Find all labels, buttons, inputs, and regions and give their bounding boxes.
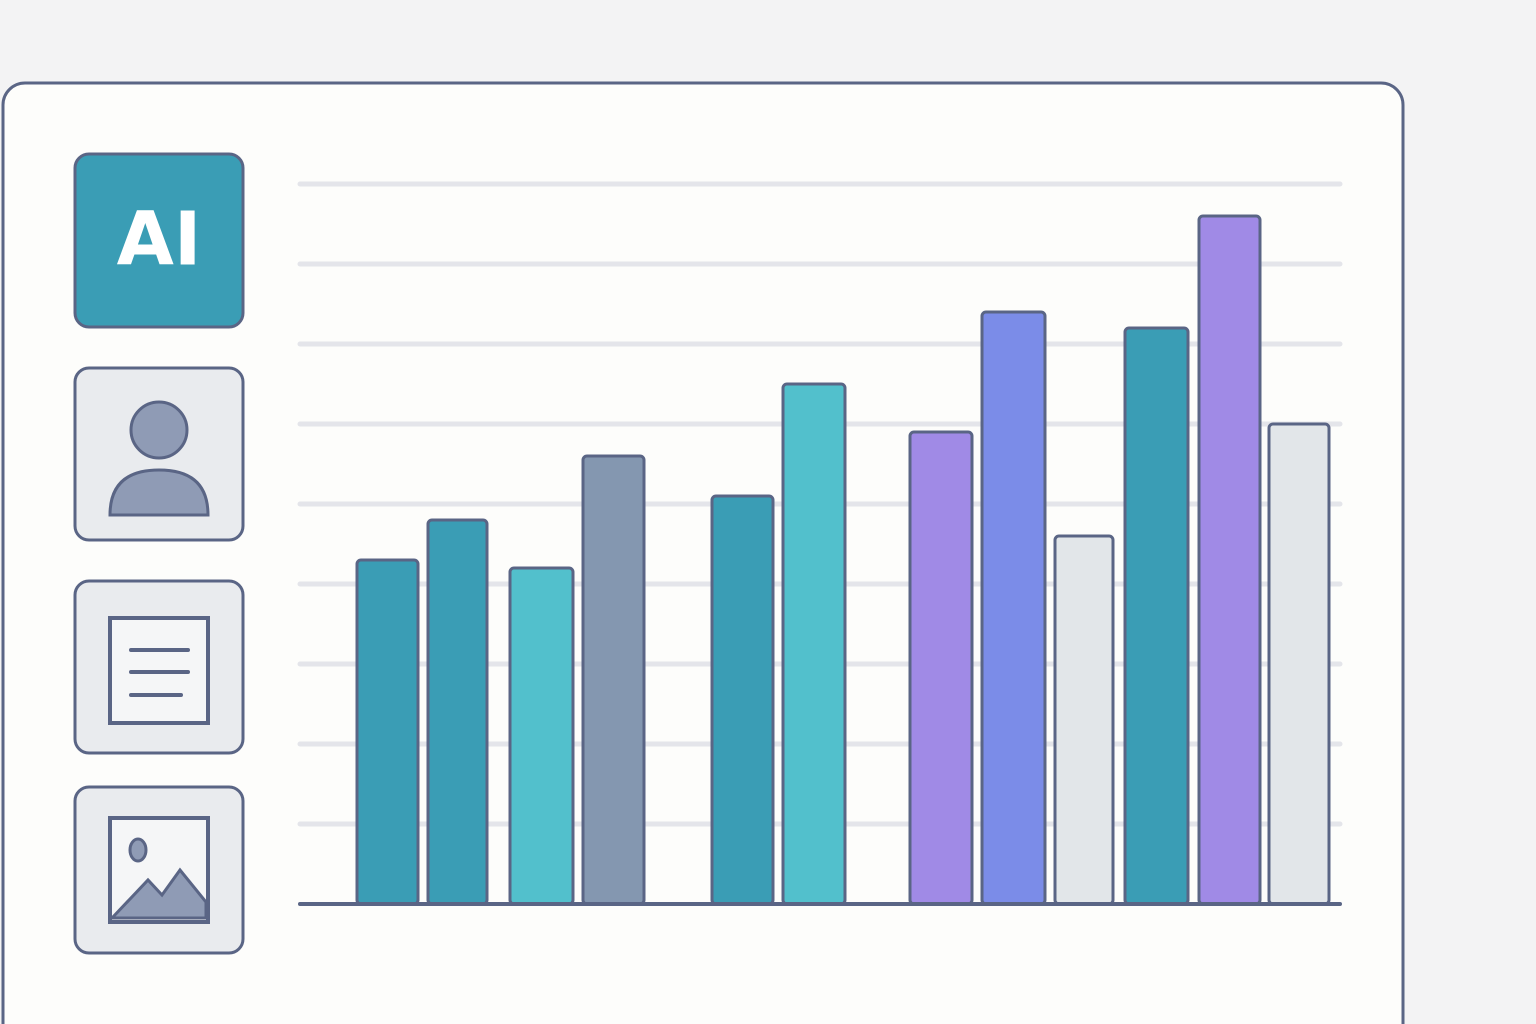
bar (908, 430, 974, 906)
bar (710, 494, 775, 906)
bar (1197, 214, 1262, 906)
user-icon (108, 468, 210, 517)
bar (1267, 422, 1331, 906)
logo-button[interactable] (73, 152, 245, 329)
user-icon (129, 400, 189, 460)
document-icon (129, 648, 190, 697)
logo-text: AI (117, 197, 202, 283)
bar (355, 558, 420, 906)
bar (980, 310, 1047, 906)
panel (1, 81, 1405, 1024)
image-icon (108, 867, 208, 920)
chart (297, 181, 1343, 906)
bar (1053, 534, 1115, 906)
bar (508, 566, 575, 906)
bar (781, 382, 847, 906)
image-icon (128, 837, 148, 863)
sidebar: AI (73, 152, 245, 955)
bar (1123, 326, 1190, 906)
bar (581, 454, 646, 906)
bar (426, 518, 489, 906)
